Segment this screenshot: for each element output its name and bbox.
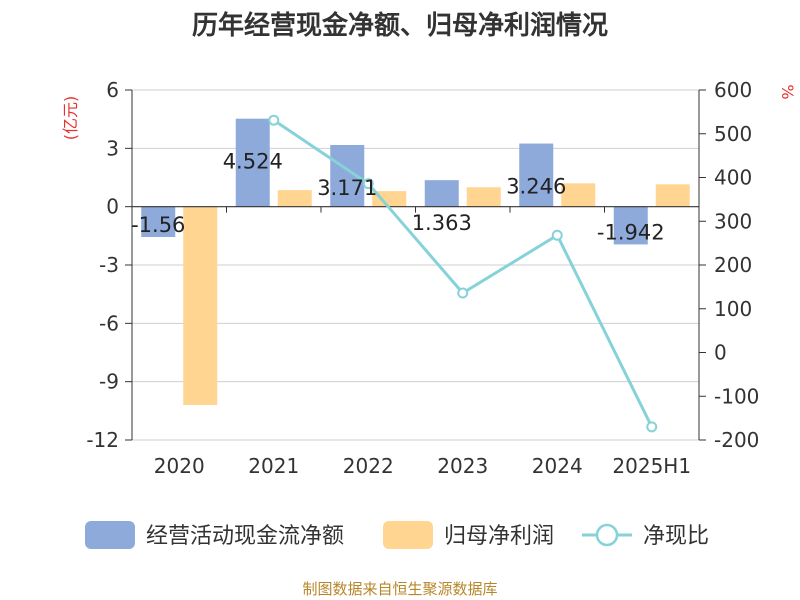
y-left-tick-label: -6: [99, 311, 119, 335]
legend-label-net-profit: 归母净利润: [444, 524, 554, 549]
cashflow-bar: [613, 206, 648, 245]
chart-title: 历年经营现金净额、归母净利润情况: [192, 10, 608, 41]
cashflow-data-label: 3.246: [506, 175, 566, 199]
y-right-tick-label: 500: [714, 122, 752, 146]
x-tick-label: 2025H1: [612, 454, 691, 478]
y-right-tick-label: 400: [714, 166, 752, 190]
bars: [141, 118, 690, 405]
x-tick-label: 2024: [532, 454, 583, 478]
legend-marker-ratio: [595, 523, 619, 547]
ratio-point: [362, 178, 374, 190]
y-left-tick-label: 0: [106, 195, 119, 219]
x-tick-label: 2022: [343, 454, 394, 478]
cashflow-bar: [141, 206, 176, 237]
y-left-unit: (亿元): [61, 96, 80, 141]
cashflow-data-label: 4.524: [223, 150, 283, 174]
net-profit-bar: [372, 191, 407, 207]
legend-swatch-cashflow: [85, 521, 135, 549]
cashflow-data-label: -1.56: [131, 213, 185, 237]
net-profit-bar: [655, 184, 690, 207]
net-profit-bar: [183, 206, 218, 405]
legend-label-ratio: 净现比: [643, 524, 709, 549]
ratio-point: [551, 229, 563, 241]
axes: 6 3 0 -3 -6 -9 -12 600 500 400 300 200 100 0 -100 -200 2…: [86, 78, 759, 478]
legend-swatch-net-profit: [383, 521, 433, 549]
y-right-tick-label: 200: [714, 253, 752, 277]
cashflow-data-label: 1.363: [412, 211, 472, 235]
cashflow-bar: [519, 143, 554, 207]
x-tick-label: 2023: [437, 454, 488, 478]
cashflow-data-label: 3.171: [317, 176, 377, 200]
y-left-tick-label: 3: [106, 136, 119, 160]
y-right-tick-label: 0: [714, 341, 727, 365]
legend: 经营活动现金流净额 归母净利润 净现比: [85, 521, 709, 549]
x-tick-label: 2021: [248, 454, 299, 478]
ratio-point: [457, 287, 469, 299]
ratio-point: [646, 421, 658, 433]
cashflow-bar: [424, 180, 459, 207]
gridlines: [132, 89, 699, 441]
y-left-tick-label: -12: [86, 428, 119, 452]
net-profit-bar: [561, 183, 596, 207]
ratio-point: [268, 114, 280, 126]
ratio-line: [268, 114, 658, 433]
y-right-tick-label: -100: [714, 384, 759, 408]
y-left-tick-label: 6: [106, 78, 119, 102]
source-note: 制图数据来自恒生聚源数据库: [302, 580, 497, 598]
y-left-tick-label: -9: [99, 370, 119, 394]
net-profit-bar: [277, 190, 312, 207]
net-profit-bar: [466, 187, 501, 207]
cashflow-bar: [235, 118, 270, 207]
y-right-tick-label: 300: [714, 209, 752, 233]
data-labels: -1.56 4.524 3.171 1.363 3.246 -1.942: [131, 150, 665, 245]
y-right-tick-label: 600: [714, 78, 752, 102]
y-left-tick-label: -3: [99, 253, 119, 277]
x-tick-label: 2020: [154, 454, 205, 478]
y-right-tick-label: -200: [714, 428, 759, 452]
y-right-unit: %: [778, 84, 797, 99]
cashflow-data-label: -1.942: [597, 220, 665, 244]
y-right-tick-label: 100: [714, 297, 752, 321]
legend-label-cashflow: 经营活动现金流净额: [146, 524, 344, 549]
